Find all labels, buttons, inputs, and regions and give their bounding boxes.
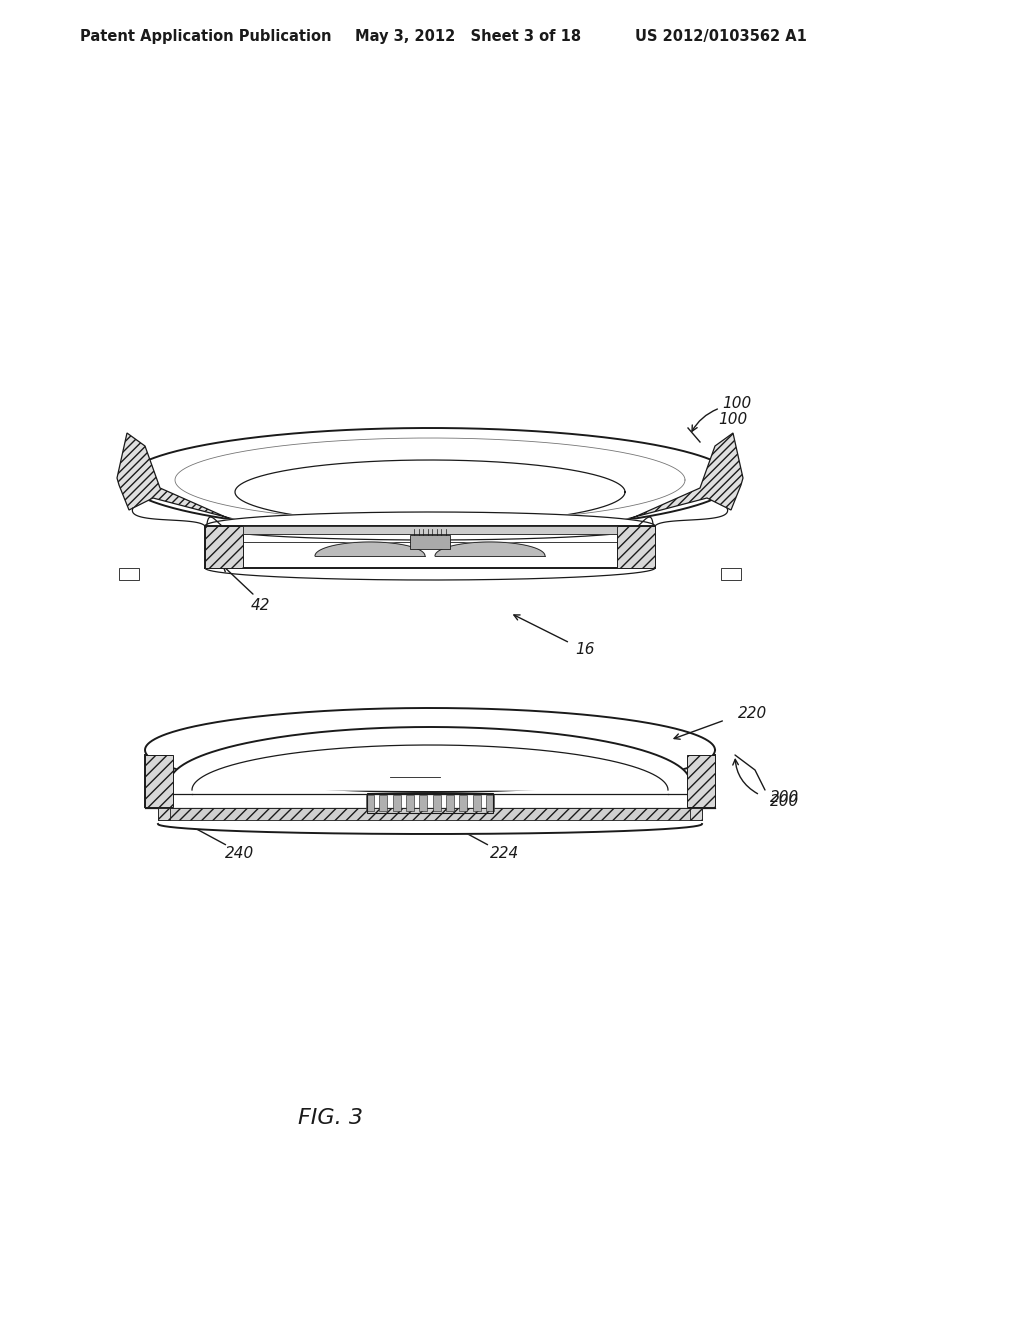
- Polygon shape: [145, 755, 173, 807]
- Bar: [433, 795, 440, 810]
- Polygon shape: [234, 459, 625, 524]
- Polygon shape: [117, 433, 241, 525]
- Text: Patent Application Publication: Patent Application Publication: [80, 29, 332, 45]
- Polygon shape: [618, 433, 743, 525]
- Text: US 2012/0103562 A1: US 2012/0103562 A1: [635, 29, 807, 45]
- Polygon shape: [158, 808, 702, 834]
- Text: 42: 42: [250, 598, 269, 614]
- Text: 100: 100: [718, 412, 748, 428]
- Bar: [446, 795, 454, 810]
- Polygon shape: [435, 543, 545, 556]
- Bar: [420, 795, 427, 810]
- Bar: [367, 793, 493, 813]
- Polygon shape: [205, 512, 655, 540]
- Polygon shape: [125, 428, 735, 532]
- Text: 240: 240: [225, 846, 255, 862]
- Bar: [486, 795, 494, 810]
- Polygon shape: [205, 525, 243, 568]
- Polygon shape: [690, 808, 702, 820]
- Polygon shape: [617, 525, 655, 568]
- Text: 100: 100: [722, 396, 752, 412]
- Text: 200: 200: [770, 795, 800, 809]
- Polygon shape: [158, 808, 170, 820]
- Bar: [392, 795, 400, 810]
- Bar: [379, 795, 387, 810]
- Bar: [119, 568, 139, 579]
- Polygon shape: [145, 708, 715, 792]
- Text: 224: 224: [490, 846, 519, 862]
- Polygon shape: [315, 543, 425, 556]
- Bar: [410, 535, 450, 549]
- Bar: [243, 525, 617, 535]
- Text: FIG. 3: FIG. 3: [298, 1107, 362, 1129]
- Bar: [460, 795, 467, 810]
- Text: 222: 222: [395, 763, 425, 777]
- Text: 16: 16: [575, 643, 595, 657]
- Bar: [721, 568, 741, 579]
- Text: 220: 220: [738, 706, 767, 722]
- Bar: [366, 795, 374, 810]
- Text: 200: 200: [770, 791, 800, 805]
- Polygon shape: [687, 755, 715, 807]
- Polygon shape: [170, 727, 690, 781]
- Text: May 3, 2012   Sheet 3 of 18: May 3, 2012 Sheet 3 of 18: [355, 29, 582, 45]
- Bar: [473, 795, 480, 810]
- Bar: [406, 795, 414, 810]
- Polygon shape: [193, 744, 668, 789]
- Polygon shape: [158, 808, 702, 820]
